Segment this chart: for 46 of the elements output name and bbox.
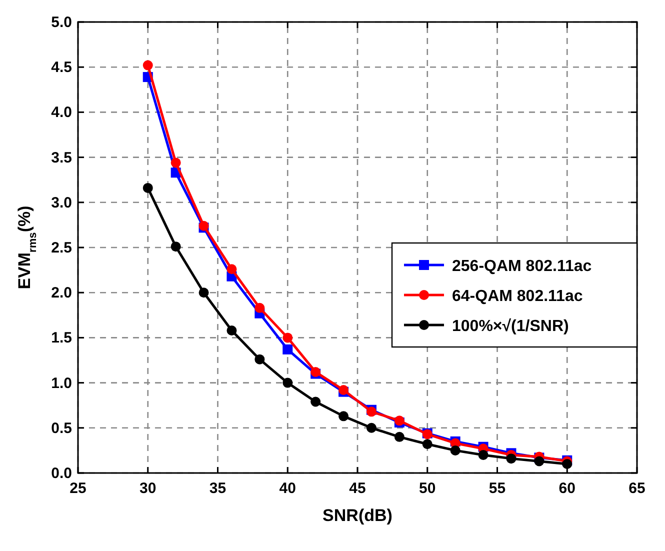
point [310, 396, 321, 407]
x-tick-label: 45 [349, 480, 366, 497]
y-tick-label: 4.0 [51, 104, 72, 122]
point [142, 60, 153, 70]
x-tick-label: 35 [209, 480, 226, 497]
legend-label: 64-QAM 802.11ac [452, 288, 583, 305]
y-tick-label: 3.0 [51, 194, 72, 212]
point [366, 422, 376, 433]
y-tick-label: 1.5 [51, 330, 72, 347]
y-tick-label: 1.0 [51, 374, 72, 392]
y-tick-label: 5.0 [51, 14, 72, 31]
x-tick-label: 30 [140, 480, 156, 497]
y-tick-label: 2.5 [51, 240, 72, 256]
y-tick-label: 0.5 [51, 420, 72, 437]
point [198, 288, 209, 298]
x-tick-label: 60 [558, 480, 576, 497]
x-tick-label: 55 [488, 480, 506, 497]
point [170, 242, 181, 252]
y-tick-label: 2.0 [51, 284, 72, 302]
point [226, 264, 237, 274]
legend-label: 100%×√(1/SNR) [452, 318, 569, 335]
point [226, 325, 237, 336]
x-tick-label: 25 [70, 480, 86, 497]
point [254, 302, 265, 313]
point [282, 344, 293, 354]
point [170, 158, 181, 168]
point [506, 454, 516, 464]
y-tick-label: 3.5 [51, 149, 72, 166]
legend-label: 256-QAM 802.11ac [452, 258, 592, 275]
point [534, 456, 544, 466]
point [562, 458, 572, 469]
point [142, 182, 153, 193]
x-tick-label: 40 [279, 480, 296, 497]
point [478, 450, 488, 460]
x-tick-label: 50 [419, 480, 436, 497]
point [254, 354, 265, 364]
point [282, 378, 293, 388]
y-tick-label: 0.0 [51, 465, 72, 482]
y-tick-label: 4.5 [51, 59, 72, 76]
point [394, 432, 404, 442]
point [338, 411, 349, 422]
x-tick-label: 65 [628, 480, 646, 497]
x-axis-title: SNR(dB) [322, 506, 392, 525]
point [422, 439, 432, 450]
point [450, 445, 460, 456]
point [282, 332, 293, 343]
